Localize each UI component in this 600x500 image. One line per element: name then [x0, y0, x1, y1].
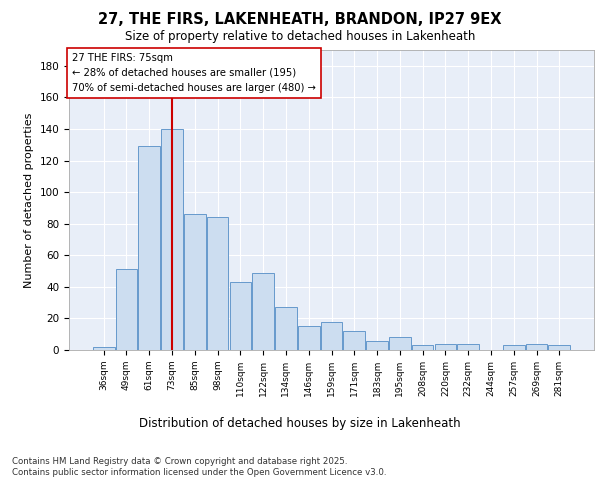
Bar [343, 331, 365, 350]
Bar [184, 214, 206, 350]
Bar [275, 308, 297, 350]
Text: Distribution of detached houses by size in Lakenheath: Distribution of detached houses by size … [139, 418, 461, 430]
Bar [161, 129, 183, 350]
Bar [298, 326, 320, 350]
Bar [412, 346, 433, 350]
Bar [548, 346, 570, 350]
Bar [139, 146, 160, 350]
Text: 27 THE FIRS: 75sqm
← 28% of detached houses are smaller (195)
70% of semi-detach: 27 THE FIRS: 75sqm ← 28% of detached hou… [71, 53, 316, 92]
Bar [116, 270, 137, 350]
Bar [230, 282, 251, 350]
Text: Contains HM Land Registry data © Crown copyright and database right 2025.
Contai: Contains HM Land Registry data © Crown c… [12, 458, 386, 477]
Bar [207, 218, 229, 350]
Text: 27, THE FIRS, LAKENHEATH, BRANDON, IP27 9EX: 27, THE FIRS, LAKENHEATH, BRANDON, IP27 … [98, 12, 502, 28]
Bar [253, 272, 274, 350]
Bar [434, 344, 456, 350]
Bar [457, 344, 479, 350]
Bar [503, 346, 524, 350]
Bar [93, 347, 115, 350]
Bar [320, 322, 343, 350]
Y-axis label: Number of detached properties: Number of detached properties [24, 112, 34, 288]
Bar [526, 344, 547, 350]
Text: Size of property relative to detached houses in Lakenheath: Size of property relative to detached ho… [125, 30, 475, 43]
Bar [389, 338, 410, 350]
Bar [366, 340, 388, 350]
